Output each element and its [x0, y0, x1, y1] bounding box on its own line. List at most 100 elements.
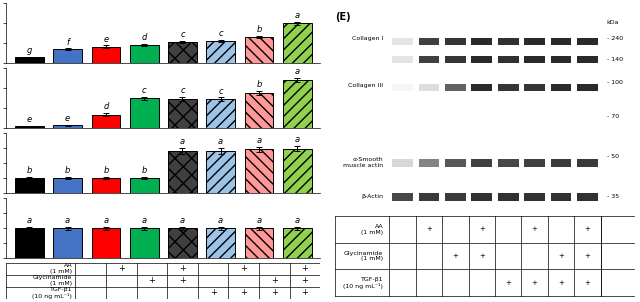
- Text: a: a: [218, 137, 223, 146]
- Bar: [15, 228, 44, 258]
- Bar: [168, 42, 196, 63]
- Bar: [244, 37, 273, 63]
- Text: c: c: [218, 87, 223, 95]
- Bar: [392, 38, 413, 45]
- Text: c: c: [142, 86, 147, 95]
- Bar: [524, 84, 545, 91]
- Bar: [419, 56, 439, 63]
- Text: b: b: [256, 25, 262, 34]
- Text: a: a: [294, 135, 300, 144]
- Bar: [53, 50, 82, 63]
- Text: c: c: [180, 86, 185, 95]
- Bar: [168, 99, 196, 128]
- Text: +: +: [148, 276, 156, 285]
- Bar: [15, 178, 44, 193]
- Bar: [551, 56, 572, 63]
- Text: +: +: [301, 288, 308, 297]
- Text: a: a: [180, 216, 185, 225]
- Bar: [524, 56, 545, 63]
- Bar: [130, 178, 159, 193]
- Bar: [206, 99, 235, 128]
- Bar: [445, 38, 466, 45]
- Text: - 100: - 100: [607, 80, 623, 85]
- Bar: [472, 38, 492, 45]
- Text: +: +: [505, 280, 511, 286]
- Text: a: a: [65, 216, 70, 225]
- Text: a: a: [141, 216, 147, 225]
- Bar: [445, 159, 466, 166]
- Bar: [168, 151, 196, 193]
- Text: +: +: [585, 226, 591, 233]
- Bar: [392, 56, 413, 63]
- Bar: [168, 151, 196, 193]
- Text: +: +: [210, 288, 216, 297]
- Bar: [15, 126, 44, 128]
- Text: a: a: [294, 67, 300, 76]
- Bar: [498, 159, 518, 166]
- Text: +: +: [179, 276, 186, 285]
- Text: +: +: [585, 253, 591, 259]
- Bar: [168, 228, 196, 258]
- Bar: [130, 45, 159, 63]
- Text: α-Smooth
muscle actin: α-Smooth muscle actin: [343, 157, 383, 168]
- Bar: [498, 56, 518, 63]
- Text: AA
(1 mM): AA (1 mM): [50, 263, 72, 274]
- Bar: [168, 42, 196, 63]
- Bar: [392, 84, 413, 91]
- Text: +: +: [532, 280, 538, 286]
- Bar: [524, 193, 545, 201]
- Bar: [551, 159, 572, 166]
- Bar: [206, 41, 235, 63]
- Bar: [419, 38, 439, 45]
- Text: f: f: [66, 37, 69, 47]
- Bar: [206, 228, 235, 258]
- Bar: [283, 80, 312, 128]
- Text: - 35: - 35: [607, 194, 619, 199]
- Bar: [244, 149, 273, 193]
- Text: d: d: [103, 102, 109, 111]
- Bar: [244, 93, 273, 128]
- Text: β-Actin: β-Actin: [361, 194, 383, 199]
- Text: Glycinamide
(1 mM): Glycinamide (1 mM): [33, 275, 72, 286]
- Text: a: a: [103, 216, 108, 225]
- Text: +: +: [301, 276, 308, 285]
- Text: +: +: [558, 280, 564, 286]
- Bar: [577, 38, 598, 45]
- Text: (E): (E): [335, 12, 351, 22]
- Bar: [53, 228, 82, 258]
- Bar: [419, 193, 439, 201]
- Bar: [498, 193, 518, 201]
- Text: e: e: [27, 115, 32, 124]
- Bar: [445, 193, 466, 201]
- Text: a: a: [294, 216, 300, 225]
- Bar: [53, 178, 82, 193]
- Bar: [130, 98, 159, 128]
- Text: AA
(1 mM): AA (1 mM): [361, 224, 383, 235]
- Text: Glycinamide
(1 mM): Glycinamide (1 mM): [344, 251, 383, 262]
- Text: +: +: [271, 276, 278, 285]
- Text: +: +: [479, 226, 484, 233]
- Bar: [577, 159, 598, 166]
- Text: a: a: [257, 216, 262, 225]
- Bar: [498, 38, 518, 45]
- Text: a: a: [218, 216, 223, 225]
- Text: +: +: [179, 264, 186, 273]
- Bar: [392, 159, 413, 166]
- Bar: [53, 125, 82, 128]
- Text: a: a: [294, 11, 300, 20]
- Bar: [577, 193, 598, 201]
- Bar: [551, 38, 572, 45]
- Bar: [283, 80, 312, 128]
- Text: c: c: [218, 29, 223, 38]
- Text: - 50: - 50: [607, 154, 619, 159]
- Text: - 70: - 70: [607, 114, 619, 120]
- Bar: [244, 228, 273, 258]
- Text: +: +: [452, 253, 458, 259]
- Bar: [472, 84, 492, 91]
- Bar: [92, 178, 120, 193]
- Text: +: +: [532, 226, 538, 233]
- Bar: [92, 228, 120, 258]
- Text: +: +: [558, 253, 564, 259]
- Bar: [244, 93, 273, 128]
- Bar: [419, 84, 439, 91]
